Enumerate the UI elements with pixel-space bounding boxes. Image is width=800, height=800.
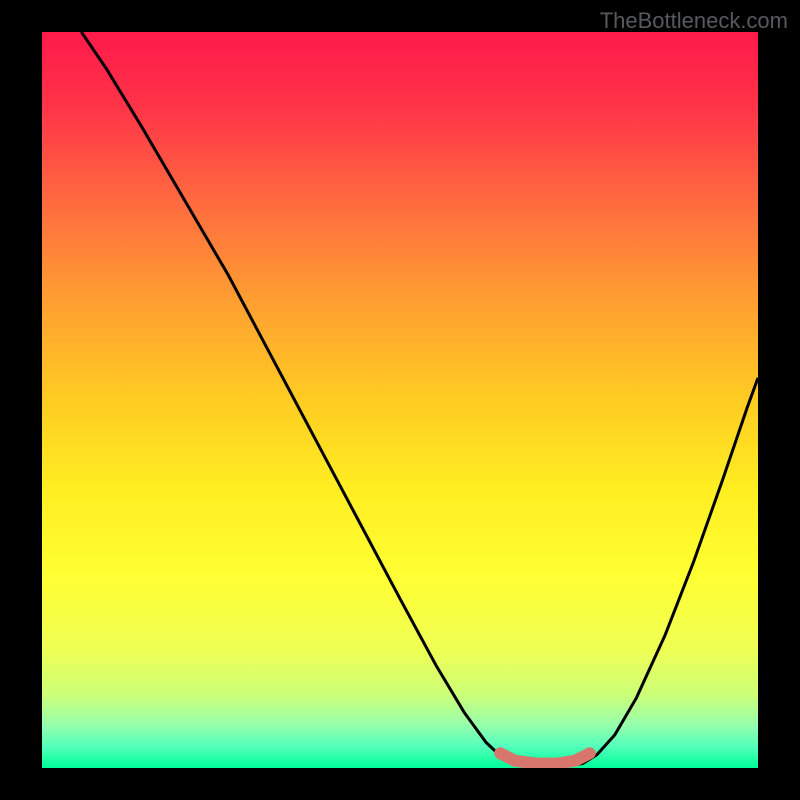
bottleneck-curve-chart [42, 32, 758, 768]
optimal-marker-segment [500, 753, 590, 763]
watermark-text: TheBottleneck.com [600, 8, 788, 34]
main-curve-line [81, 32, 758, 767]
plot-area [42, 32, 758, 768]
